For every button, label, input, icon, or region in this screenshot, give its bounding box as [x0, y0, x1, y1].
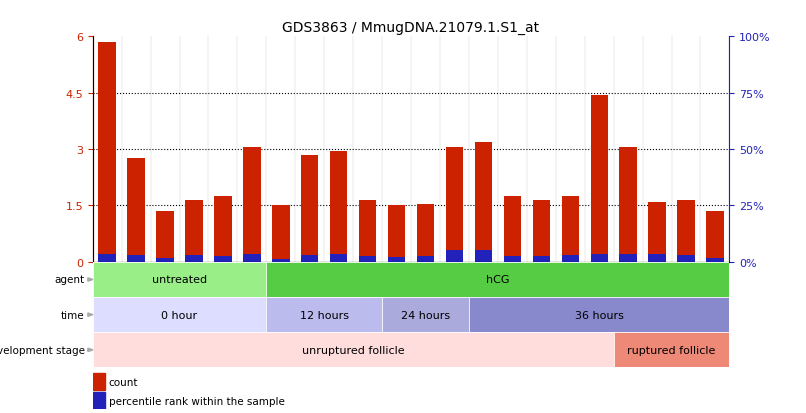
Bar — [98, 43, 116, 262]
Text: 24 hours: 24 hours — [401, 310, 450, 320]
Bar — [504, 256, 521, 262]
Bar — [93, 373, 106, 390]
Bar — [243, 255, 260, 262]
Bar — [98, 254, 116, 262]
Bar — [359, 256, 376, 262]
Title: GDS3863 / MmugDNA.21079.1.S1_at: GDS3863 / MmugDNA.21079.1.S1_at — [282, 21, 540, 35]
Bar — [620, 254, 637, 262]
Bar — [475, 250, 492, 262]
Text: agent: agent — [55, 275, 85, 285]
Bar — [93, 262, 266, 297]
Bar — [504, 197, 521, 262]
Bar — [417, 256, 434, 262]
Text: 0 hour: 0 hour — [161, 310, 197, 320]
Text: count: count — [109, 377, 138, 387]
Bar — [185, 256, 202, 262]
Bar — [301, 256, 318, 262]
Text: percentile rank within the sample: percentile rank within the sample — [109, 396, 285, 406]
Text: ruptured follicle: ruptured follicle — [627, 345, 716, 355]
Text: hCG: hCG — [486, 275, 509, 285]
Bar — [156, 259, 174, 262]
Bar — [562, 256, 579, 262]
Bar — [417, 204, 434, 262]
Bar — [475, 142, 492, 262]
Bar — [272, 259, 289, 262]
Bar — [185, 200, 202, 262]
Text: unruptured follicle: unruptured follicle — [302, 345, 405, 355]
Bar — [388, 206, 405, 262]
Bar — [591, 95, 608, 262]
Bar — [706, 259, 724, 262]
Bar — [93, 392, 106, 409]
Bar — [156, 211, 174, 262]
Bar — [214, 197, 231, 262]
Bar — [620, 148, 637, 262]
Bar — [469, 297, 729, 332]
Text: time: time — [61, 310, 85, 320]
Bar — [127, 159, 145, 262]
Bar — [93, 332, 613, 368]
Bar — [677, 200, 695, 262]
Bar — [243, 148, 260, 262]
Bar — [677, 256, 695, 262]
Bar — [127, 256, 145, 262]
Text: untreated: untreated — [152, 275, 207, 285]
Bar — [330, 152, 347, 262]
Text: 36 hours: 36 hours — [575, 310, 624, 320]
Bar — [266, 262, 729, 297]
Bar — [533, 256, 550, 262]
Text: development stage: development stage — [0, 345, 85, 355]
Bar — [533, 200, 550, 262]
Bar — [301, 155, 318, 262]
Bar — [648, 202, 666, 262]
Bar — [446, 250, 463, 262]
Bar — [272, 206, 289, 262]
Bar — [214, 256, 231, 262]
Bar — [382, 297, 469, 332]
Bar — [446, 148, 463, 262]
Bar — [359, 200, 376, 262]
Bar — [93, 297, 266, 332]
Bar — [706, 211, 724, 262]
Bar — [388, 258, 405, 262]
Text: 12 hours: 12 hours — [300, 310, 349, 320]
Bar — [591, 255, 608, 262]
Bar — [648, 255, 666, 262]
Bar — [266, 297, 382, 332]
Bar — [562, 197, 579, 262]
Bar — [330, 255, 347, 262]
Bar — [613, 332, 729, 368]
